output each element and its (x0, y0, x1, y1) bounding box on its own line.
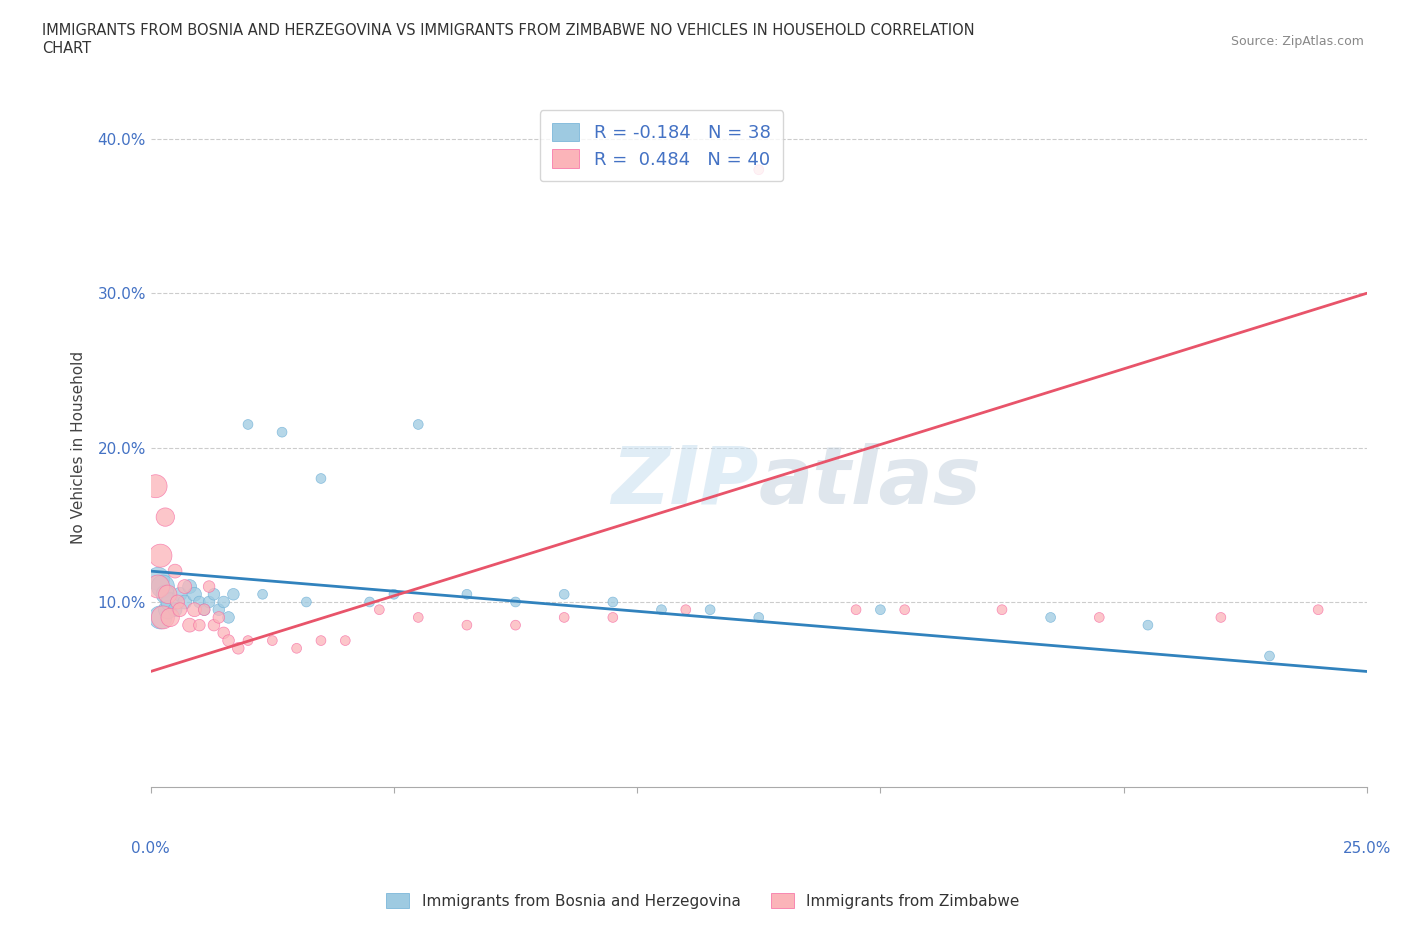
Point (262, 633, 284, 648)
Point (222, 587, 245, 602)
Point (1258, 648, 1281, 663)
Point (1308, 603, 1330, 618)
Point (602, 594, 624, 609)
Point (188, 618, 211, 632)
Point (748, 163, 770, 178)
Point (368, 603, 391, 618)
Point (149, 549, 172, 564)
Point (183, 587, 205, 602)
Point (155, 510, 177, 525)
Point (295, 594, 318, 609)
Point (1088, 610, 1111, 625)
Point (456, 618, 478, 632)
Point (456, 587, 478, 602)
Point (309, 472, 332, 486)
Point (208, 610, 231, 625)
Point (193, 603, 215, 618)
Point (226, 641, 249, 656)
Text: ZIP: ZIP (612, 443, 759, 521)
Point (198, 579, 221, 594)
Point (335, 633, 357, 648)
Point (505, 618, 527, 632)
Point (252, 587, 274, 602)
Point (602, 610, 624, 625)
Point (236, 633, 259, 648)
Point (650, 603, 672, 618)
Point (553, 610, 575, 625)
Point (183, 603, 205, 618)
Point (163, 603, 186, 618)
Text: 0.0%: 0.0% (131, 842, 170, 857)
Point (505, 594, 527, 609)
Point (179, 618, 201, 632)
Point (169, 587, 191, 602)
Point (179, 579, 201, 594)
Point (156, 587, 179, 602)
Point (675, 603, 697, 618)
Point (208, 603, 231, 618)
Point (218, 633, 240, 648)
Point (309, 633, 332, 648)
Point (173, 579, 195, 594)
Point (156, 603, 179, 618)
Y-axis label: No Vehicles in Household: No Vehicles in Household (72, 351, 86, 544)
Point (285, 641, 308, 656)
Point (145, 479, 167, 494)
Point (748, 610, 770, 625)
Point (202, 618, 225, 632)
Point (991, 603, 1014, 618)
Text: atlas: atlas (759, 443, 981, 521)
Point (212, 594, 235, 609)
Point (152, 579, 174, 594)
Point (155, 587, 177, 602)
Point (406, 610, 429, 625)
Point (152, 610, 174, 625)
Point (382, 587, 405, 602)
Legend: R = -0.184   N = 38, R =  0.484   N = 40: R = -0.184 N = 38, R = 0.484 N = 40 (540, 111, 783, 181)
Point (146, 579, 169, 594)
Point (166, 594, 188, 609)
Text: Source: ZipAtlas.com: Source: ZipAtlas.com (1230, 35, 1364, 48)
Point (1209, 610, 1232, 625)
Point (1039, 610, 1062, 625)
Point (169, 603, 191, 618)
Point (218, 610, 240, 625)
Point (845, 603, 868, 618)
Point (163, 564, 186, 578)
Legend: Immigrants from Bosnia and Herzegovina, Immigrants from Zimbabwe: Immigrants from Bosnia and Herzegovina, … (377, 884, 1029, 918)
Point (149, 610, 172, 625)
Point (553, 587, 575, 602)
Point (188, 594, 211, 609)
Point (173, 594, 195, 609)
Point (193, 603, 215, 618)
Text: 25.0%: 25.0% (1343, 842, 1391, 857)
Text: IMMIGRANTS FROM BOSNIA AND HERZEGOVINA VS IMMIGRANTS FROM ZIMBABWE NO VEHICLES I: IMMIGRANTS FROM BOSNIA AND HERZEGOVINA V… (42, 23, 974, 56)
Point (159, 594, 181, 609)
Point (271, 425, 294, 440)
Point (893, 603, 915, 618)
Point (699, 603, 721, 618)
Point (359, 594, 381, 609)
Point (1136, 618, 1159, 632)
Point (236, 417, 259, 432)
Point (198, 594, 221, 609)
Point (212, 626, 235, 641)
Point (159, 610, 181, 625)
Point (202, 587, 225, 602)
Point (146, 571, 169, 586)
Point (869, 603, 891, 618)
Point (406, 417, 429, 432)
